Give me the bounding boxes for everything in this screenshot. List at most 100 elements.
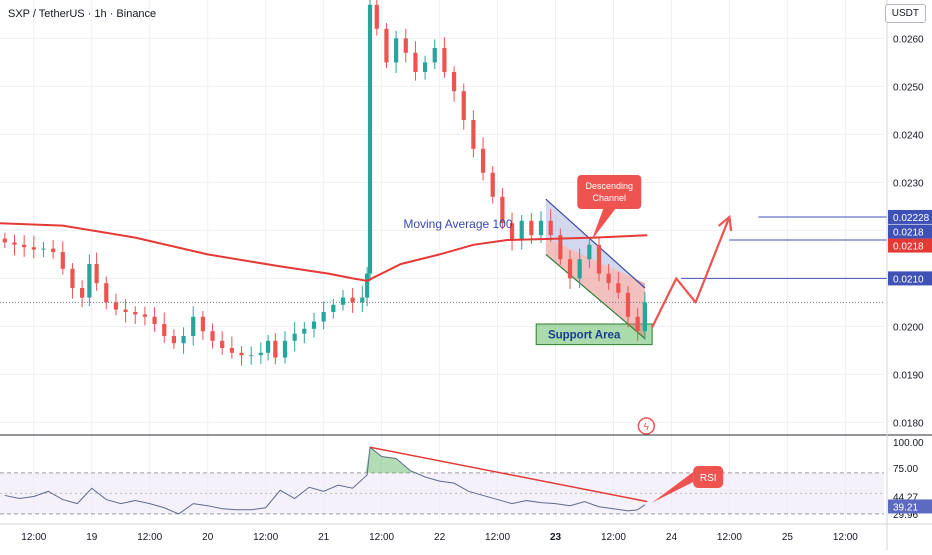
candle-body: [282, 340, 288, 358]
channel-callout-box: [577, 175, 642, 209]
projection-path: [651, 216, 731, 328]
time-tick-label: 12:00: [485, 532, 510, 543]
price-tick-label: 0.0230: [893, 178, 924, 189]
grid: [0, 0, 884, 518]
candle-body: [422, 62, 428, 72]
candle-body: [249, 355, 254, 357]
time-tick-label: 12:00: [21, 532, 46, 543]
candle-body: [220, 340, 225, 348]
time-tick-label: 20: [202, 532, 214, 543]
candle-body: [229, 348, 234, 353]
candle-body: [642, 302, 647, 332]
candle-body: [31, 247, 36, 250]
candle-body: [265, 340, 271, 353]
lightning-icon: [637, 417, 656, 435]
candle-body: [200, 316, 205, 332]
price-badge: [888, 209, 932, 224]
candle-body: [123, 309, 128, 312]
rsi-value-badge-label: 39.21: [893, 502, 918, 513]
symbol-title: SXP / TetherUS · 1h · Binance: [8, 8, 157, 20]
candle-body: [302, 328, 307, 334]
candle-body: [113, 302, 119, 310]
candle-body: [471, 120, 476, 149]
price-tick-label: 0.0180: [893, 418, 924, 429]
candle-body: [413, 52, 418, 72]
candle-body: [12, 242, 17, 245]
candle-body: [442, 48, 447, 72]
candle-body: [104, 283, 109, 303]
candle-body: [191, 316, 196, 336]
rsi-value-badge: [888, 499, 932, 514]
candle-body: [367, 4, 373, 274]
time-tick-label: 12:00: [253, 532, 278, 543]
candle-body: [331, 304, 336, 312]
candle-body: [340, 297, 346, 305]
candle-body: [142, 314, 148, 317]
price-badge-label: 0.0218: [893, 242, 924, 253]
time-tick-label: 25: [782, 532, 794, 543]
candle-body: [181, 336, 186, 344]
moving-average-label: Moving Average 100: [403, 217, 513, 231]
candle-body: [258, 352, 263, 356]
rsi-bands: [0, 472, 884, 515]
projection: [651, 214, 733, 328]
candle-body: [587, 244, 592, 260]
rsi-badge-box: [693, 466, 724, 488]
candle-body: [500, 196, 505, 224]
candle-body: [70, 268, 75, 288]
candle-body: [292, 333, 297, 341]
channel-callout-label-line2: Channel: [592, 193, 626, 203]
candle-body: [461, 91, 466, 120]
candle-body: [548, 220, 553, 236]
rsi-tick-label: 29.96: [893, 510, 918, 521]
level-lines: [0, 216, 887, 303]
candle-body: [403, 38, 408, 53]
candle-body: [239, 352, 244, 356]
candle-body: [384, 28, 389, 63]
candle-body: [41, 248, 46, 250]
time-tick-label: 12:00: [601, 532, 626, 543]
descending-channel: [545, 198, 646, 339]
currency-button[interactable]: USDT: [884, 4, 926, 23]
support-area-label: Support Area: [548, 329, 621, 341]
price-badge: [888, 238, 932, 253]
candle-body: [162, 324, 167, 336]
rsi-badge-label: RSI: [700, 473, 717, 484]
price-badge: [888, 271, 932, 286]
time-tick-label: 19: [86, 532, 98, 543]
moving-average-line: [0, 222, 648, 282]
price-badge-label: 0.0210: [893, 274, 924, 285]
candle-body: [490, 172, 495, 197]
support-area: Support Area: [535, 323, 653, 346]
rsi-divergence-line: [369, 446, 648, 503]
candle-body: [451, 72, 457, 92]
candle-body: [350, 297, 355, 303]
candle-body: [374, 4, 379, 29]
candle-body: [51, 248, 56, 252]
rsi-badge-pointer: [652, 472, 694, 503]
candle-body: [133, 312, 138, 315]
rsi-tick-label: 100.00: [893, 438, 924, 449]
candles: [2, 0, 647, 366]
candle-body: [529, 220, 534, 236]
rsi-current-value: 44.27: [893, 492, 918, 503]
time-tick-label: 12:00: [137, 532, 162, 543]
price-badge-label: 0.0218: [893, 228, 924, 239]
candle-body: [94, 264, 99, 284]
candle-body: [365, 273, 370, 298]
candle-body: [519, 220, 524, 240]
support-area-box: [535, 323, 653, 346]
candle-body: [311, 321, 317, 329]
candle-body: [360, 297, 365, 303]
candle-body: [2, 238, 7, 243]
candle-body: [152, 316, 157, 324]
time-tick-label: 22: [434, 532, 446, 543]
price-tick-label: 0.0260: [893, 34, 924, 45]
candle-body: [60, 252, 65, 269]
time-tick-label: 12:00: [717, 532, 742, 543]
candle-body: [394, 38, 399, 63]
candle-body: [509, 223, 515, 240]
annotations: Descending Channel ϟ: [577, 175, 656, 435]
